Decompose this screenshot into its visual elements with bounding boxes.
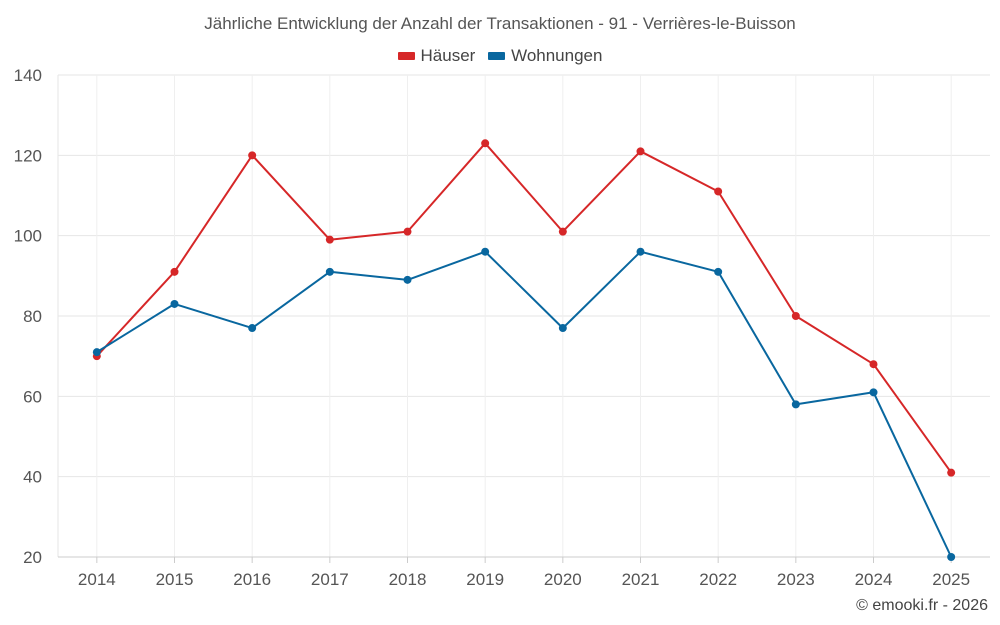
legend-label-haeuser: Häuser: [420, 46, 476, 65]
data-point-haeuser[interactable]: [325, 235, 334, 244]
data-point-wohnungen[interactable]: [791, 400, 800, 409]
x-tick-label: 2024: [855, 570, 893, 589]
x-tick-label: 2015: [156, 570, 194, 589]
y-tick-label: 140: [14, 66, 42, 85]
series-layer: [92, 139, 956, 561]
credit-text: © emooki.fr - 2026: [856, 597, 988, 614]
y-tick-label: 120: [14, 146, 42, 165]
data-point-haeuser[interactable]: [248, 151, 257, 160]
data-point-wohnungen[interactable]: [714, 267, 723, 276]
data-point-wohnungen[interactable]: [636, 247, 645, 256]
x-tick-label: 2014: [78, 570, 116, 589]
x-tick-label: 2022: [699, 570, 737, 589]
y-tick-label: 40: [23, 468, 42, 487]
series-line-haeuser: [96, 142, 953, 474]
grid-lines: [57, 74, 990, 558]
data-point-wohnungen[interactable]: [170, 299, 179, 308]
y-tick-label: 100: [14, 227, 42, 246]
data-point-haeuser[interactable]: [403, 227, 412, 236]
y-tick-label: 60: [23, 387, 42, 406]
legend-label-wohnungen: Wohnungen: [511, 46, 603, 65]
data-point-haeuser[interactable]: [558, 227, 567, 236]
data-point-haeuser[interactable]: [481, 139, 490, 148]
x-tick-label: 2016: [233, 570, 271, 589]
y-axis: 20 40 60 80 100 120 140: [14, 66, 42, 567]
data-point-wohnungen[interactable]: [869, 388, 878, 397]
y-tick-label: 20: [23, 548, 42, 567]
data-point-wohnungen[interactable]: [403, 275, 412, 284]
legend-item-haeuser[interactable]: Häuser: [397, 46, 476, 66]
data-point-haeuser[interactable]: [714, 187, 723, 196]
x-tick-label: 2021: [622, 570, 660, 589]
data-point-wohnungen[interactable]: [248, 324, 257, 333]
series-line-wohnungen: [96, 250, 953, 558]
x-tick-label: 2020: [544, 570, 582, 589]
legend-swatch-haeuser: [397, 52, 415, 60]
data-point-wohnungen[interactable]: [481, 247, 490, 256]
x-tick-label: 2023: [777, 570, 815, 589]
x-tick-label: 2017: [311, 570, 349, 589]
legend-item-wohnungen[interactable]: Wohnungen: [488, 46, 602, 66]
x-axis: 2014 2015 2016 2017 2018 2019 2020 2021 2022 2023…: [58, 556, 990, 589]
legend-swatch-wohnungen: [488, 52, 506, 60]
chart-title: Jährliche Entwicklung der Anzahl der Tra…: [204, 14, 796, 33]
data-point-wohnungen[interactable]: [558, 324, 567, 333]
legend: Häuser Wohnungen: [0, 45, 1000, 66]
x-tick-label: 2018: [389, 570, 427, 589]
data-point-haeuser[interactable]: [947, 468, 956, 477]
x-tick-label: 2025: [932, 570, 970, 589]
data-point-wohnungen[interactable]: [92, 348, 101, 357]
y-tick-label: 80: [23, 307, 42, 326]
x-tick-label: 2019: [466, 570, 504, 589]
data-point-wohnungen[interactable]: [947, 553, 956, 561]
data-point-haeuser[interactable]: [791, 312, 800, 320]
data-point-haeuser[interactable]: [170, 267, 179, 276]
data-point-haeuser[interactable]: [869, 360, 878, 369]
data-point-wohnungen[interactable]: [325, 267, 334, 276]
data-point-haeuser[interactable]: [636, 147, 645, 156]
